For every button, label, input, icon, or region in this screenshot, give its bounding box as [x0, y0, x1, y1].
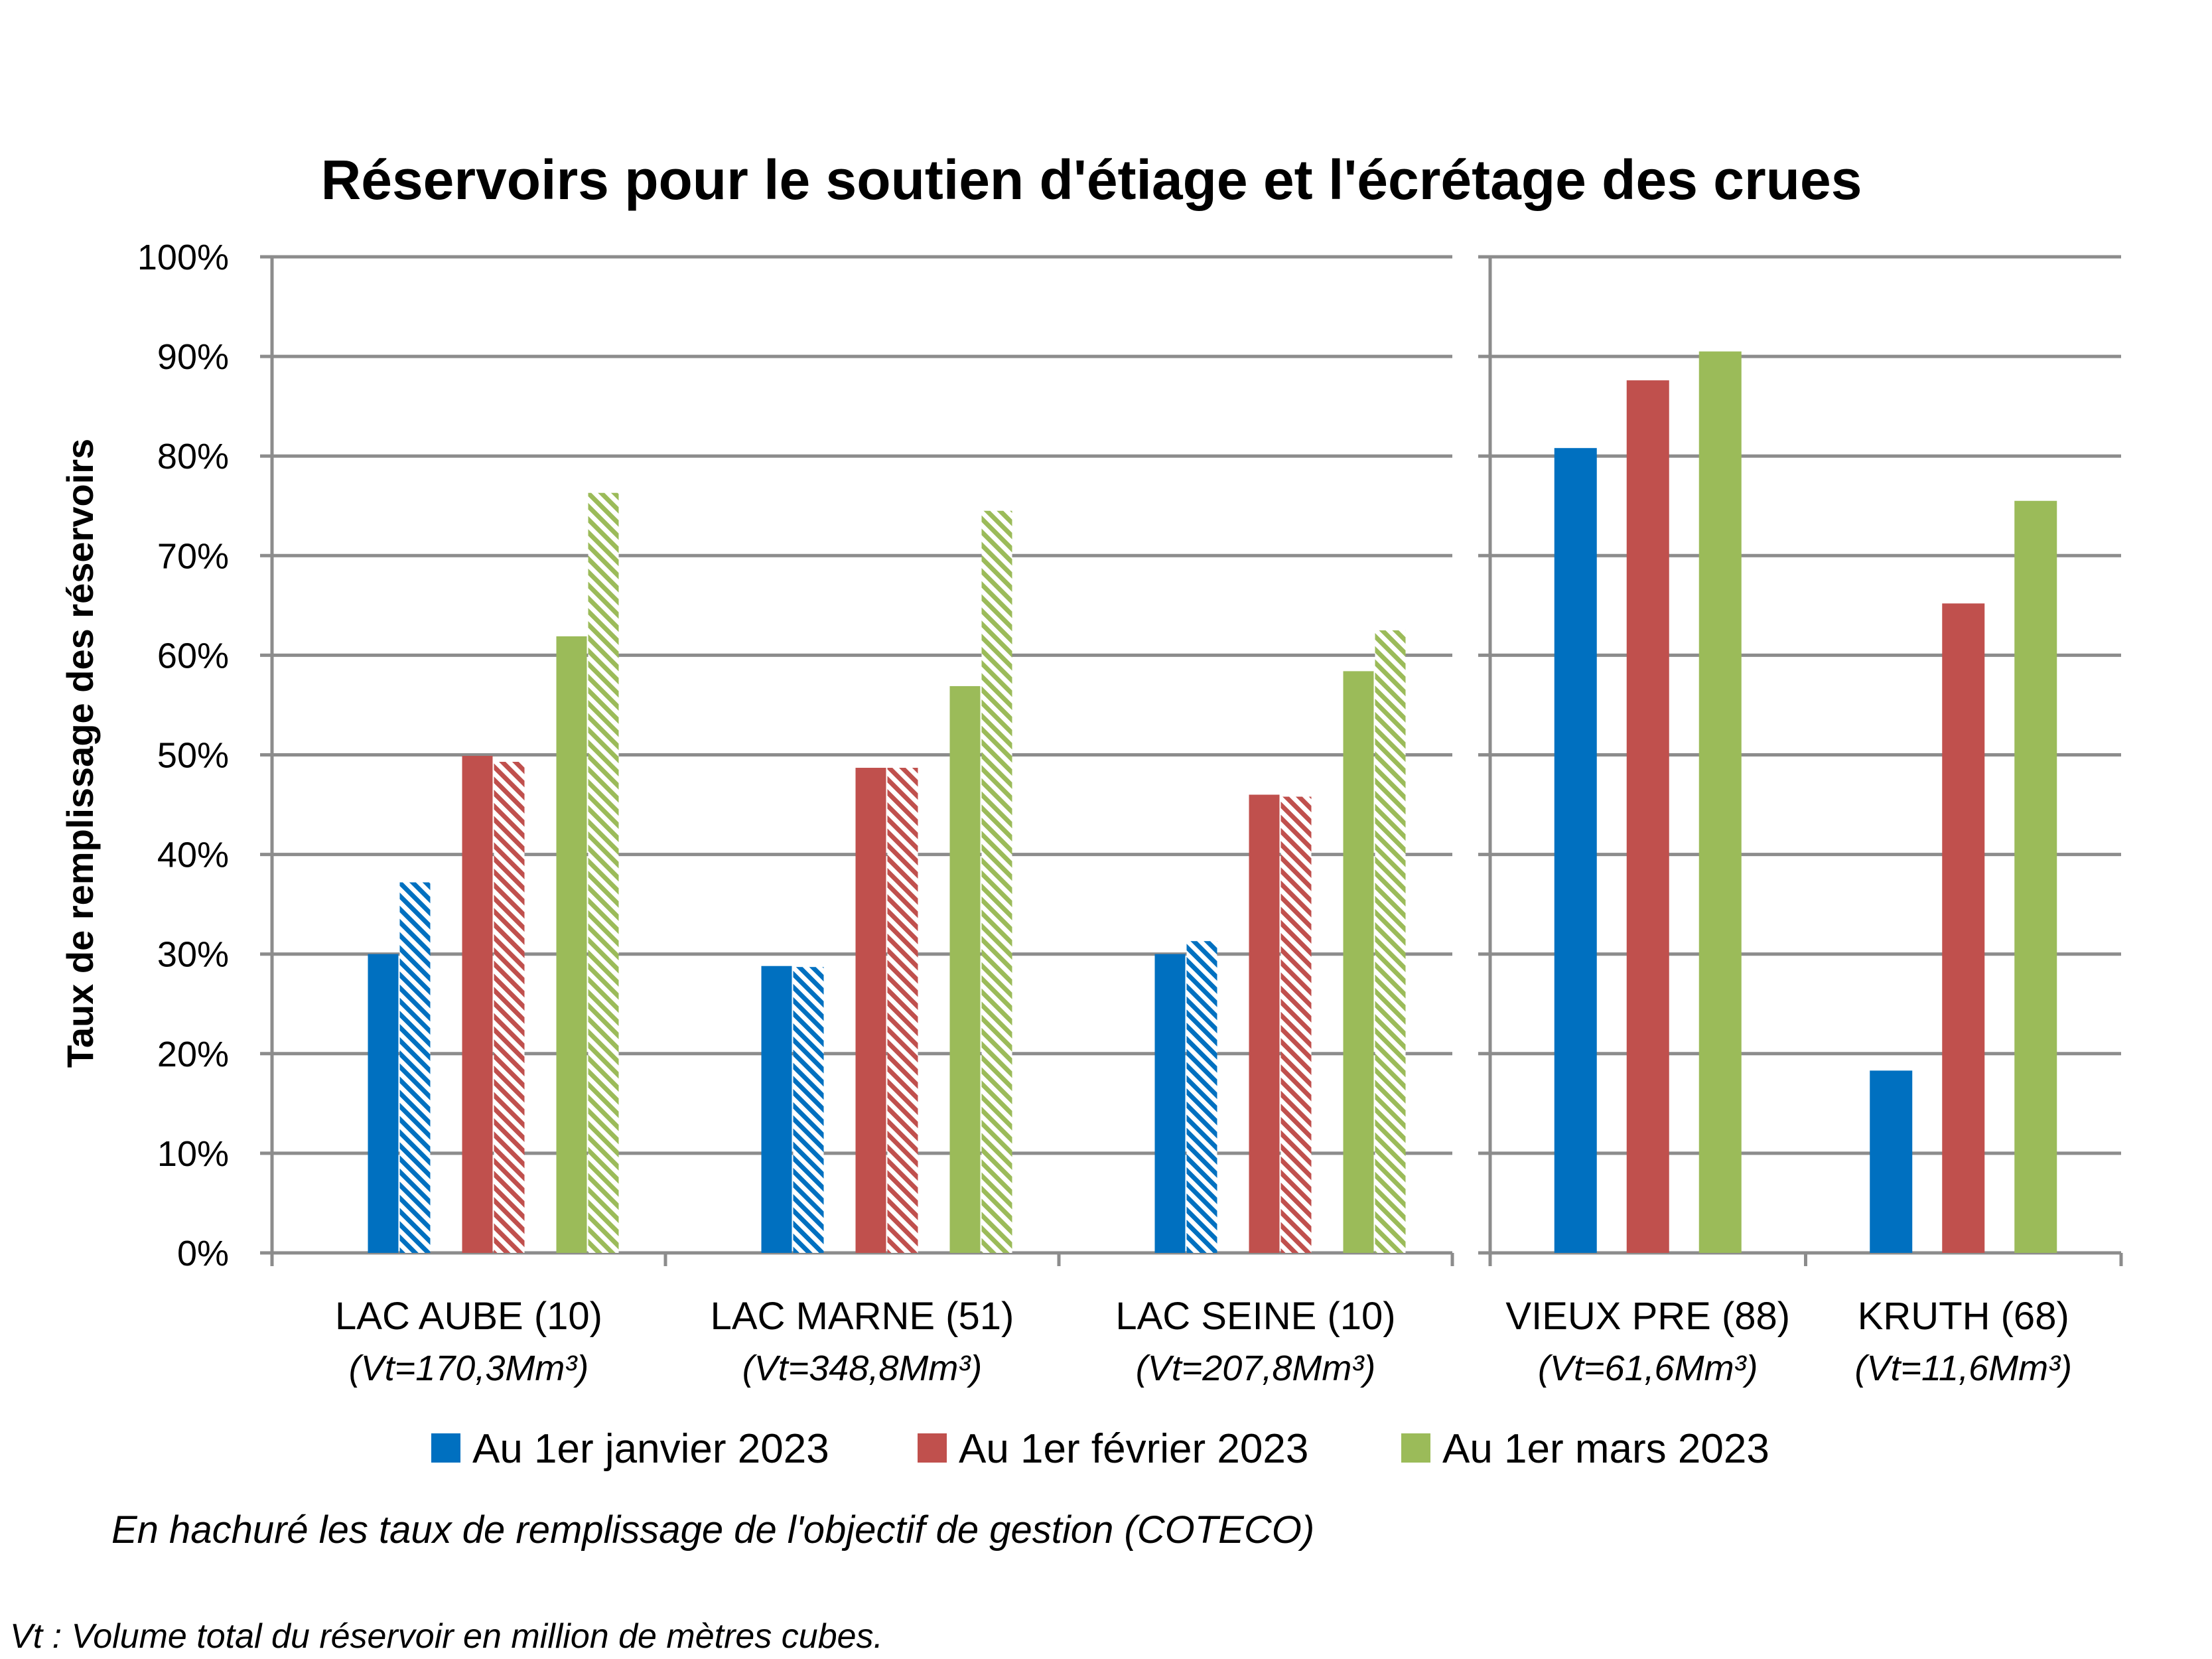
hatch-note: En hachuré les taux de remplissage de l'… — [111, 1508, 1314, 1551]
bar — [949, 685, 981, 1253]
objective-bar — [1186, 941, 1217, 1253]
category-volume-label: (Vt=207,8Mm³) — [1136, 1348, 1376, 1388]
y-tick-label: 60% — [157, 636, 229, 676]
vt-note: Vt : Volume total du réservoir en millio… — [10, 1617, 883, 1656]
category-label: LAC MARNE (51) — [711, 1295, 1014, 1338]
objective-bar — [1280, 796, 1312, 1253]
bar — [1626, 380, 1669, 1253]
legend-label: Au 1er février 2023 — [959, 1426, 1308, 1472]
objective-bar — [887, 768, 918, 1253]
chart-title: Réservoirs pour le soutien d'étiage et l… — [321, 149, 1862, 211]
y-tick-label: 70% — [157, 536, 229, 576]
category-label: VIEUX PRE (88) — [1505, 1295, 1790, 1338]
category-label: LAC AUBE (10) — [335, 1295, 602, 1338]
category-volume-label: (Vt=348,8Mm³) — [742, 1348, 983, 1388]
y-tick-label: 20% — [157, 1035, 229, 1074]
objective-bar — [793, 967, 824, 1253]
bar — [1698, 351, 1742, 1253]
bar — [556, 636, 587, 1253]
legend-label: Au 1er mars 2023 — [1442, 1426, 1769, 1472]
category-volume-label: (Vt=61,6Mm³) — [1538, 1348, 1758, 1388]
y-tick-label: 30% — [157, 935, 229, 975]
bar — [1870, 1070, 1913, 1253]
bars — [368, 351, 2057, 1253]
y-tick-label: 100% — [137, 238, 229, 277]
bar — [855, 768, 886, 1253]
legend-swatch — [1401, 1433, 1430, 1463]
bar — [1343, 671, 1374, 1253]
legend-swatch — [431, 1433, 460, 1463]
legend-swatch — [918, 1433, 947, 1463]
bar — [2014, 500, 2057, 1253]
bar — [1249, 794, 1280, 1253]
y-tick-label: 80% — [157, 437, 229, 476]
labels: 0% 10% 20% 30% 40% 50% 60% 70% 80% 90% 100% LAC AUB… — [137, 238, 2072, 1388]
y-tick-label: 10% — [157, 1134, 229, 1174]
objective-bar — [399, 882, 431, 1253]
legend-label: Au 1er janvier 2023 — [472, 1426, 829, 1472]
objective-bar — [1375, 630, 1406, 1253]
bar — [1942, 603, 1985, 1253]
category-label: KRUTH (68) — [1858, 1295, 2069, 1338]
objective-bar — [981, 510, 1012, 1253]
bar — [462, 756, 493, 1253]
y-tick-label: 50% — [157, 736, 229, 776]
y-axis-label: Taux de remplissage des réservoirs — [59, 439, 101, 1068]
bar — [1154, 954, 1186, 1253]
objective-bar — [494, 762, 525, 1253]
y-tick-label: 0% — [177, 1234, 229, 1273]
legend: Au 1er janvier 2023 Au 1er février 2023 Au… — [431, 1426, 1769, 1472]
bar — [761, 966, 792, 1253]
y-tick-label: 40% — [157, 835, 229, 875]
bar — [368, 954, 399, 1253]
category-volume-label: (Vt=170,3Mm³) — [349, 1348, 589, 1388]
category-volume-label: (Vt=11,6Mm³) — [1854, 1348, 2072, 1388]
y-tick-label: 90% — [157, 337, 229, 377]
category-label: LAC SEINE (10) — [1115, 1295, 1395, 1338]
bar — [1554, 448, 1597, 1253]
objective-bar — [588, 492, 619, 1253]
